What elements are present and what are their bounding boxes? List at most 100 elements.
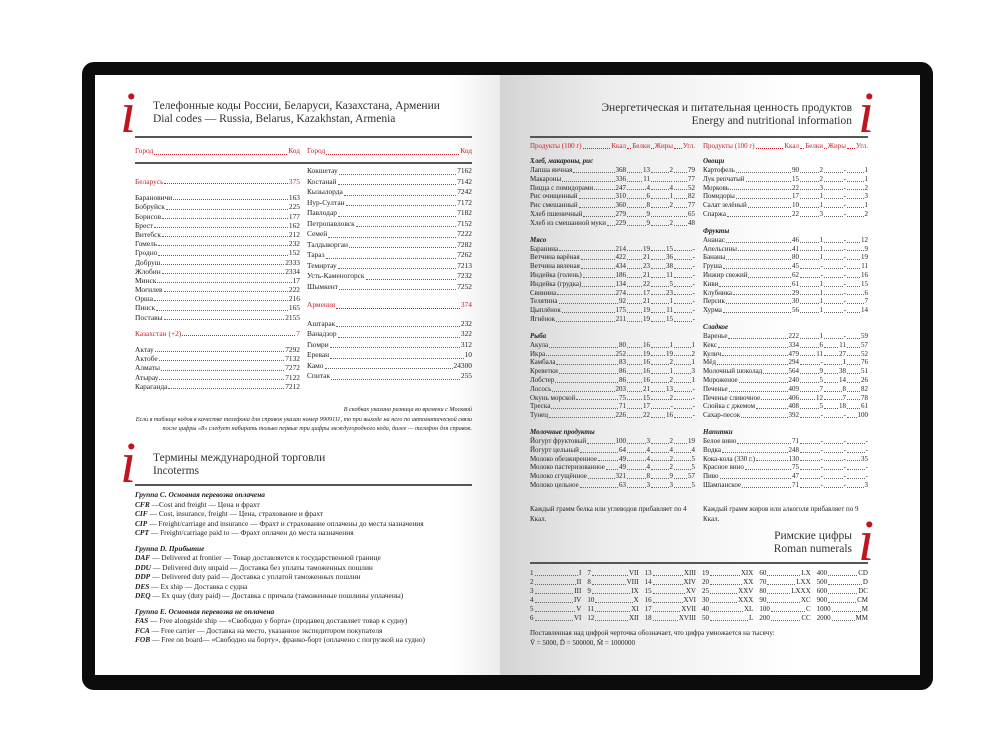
section-title: Молочные продукты (530, 427, 595, 436)
carbs-value: 82 (861, 384, 868, 393)
roman-table: 1 I 2 II 3 III 4 IV 5 V 6 VI 7 VII 8 VIII 9 IX 10 X 11 XI 12 XI… (530, 569, 868, 623)
kcal-value: 203 (615, 384, 627, 393)
fat (650, 215, 673, 219)
dot-leader (579, 451, 618, 453)
fat: 2 (650, 394, 673, 403)
carbs: 9 (846, 245, 868, 254)
dot-leader (627, 215, 646, 217)
dot-leader (627, 303, 642, 305)
carbs: - (673, 280, 695, 289)
food-row: Хлеб из смешанной муки 229 9 2 48 (530, 219, 695, 228)
header-city: Город (135, 146, 154, 155)
incoterm-description: — Freight/carriage paid to — Фрахт оплач… (150, 528, 354, 537)
protein-value: - (820, 358, 823, 367)
city-code: 7262 (457, 250, 472, 259)
fat-value: - (843, 235, 846, 244)
dot-leader (587, 477, 615, 479)
city-row: Кызылорда 7242 (307, 187, 472, 198)
city-code: 322 (460, 329, 472, 338)
food-row: Свинина 274 17 23 - (530, 289, 695, 298)
roman-row: 2000 MM (817, 614, 868, 623)
nutrition-title-en: Energy and nutritional information (691, 115, 852, 127)
food-row: Лапша яичная 368 13 2 79 (530, 166, 695, 175)
protein-value: 13 (643, 166, 650, 174)
protein-value: 19 (643, 244, 650, 253)
arabic-number: 1000 (816, 605, 831, 613)
protein: 8 (626, 472, 650, 481)
food-row: Индейка (грудка) 134 22 5 - (530, 280, 695, 289)
city-name: Ванадзор (307, 329, 337, 338)
kcal-value: 564 (788, 367, 800, 376)
dot-leader (674, 320, 692, 322)
carbs: - (673, 253, 695, 262)
food-name: Креветки (530, 367, 558, 376)
roman-row: 7 VII (587, 569, 638, 578)
carbs-value: 65 (688, 209, 695, 218)
dot-leader (728, 337, 788, 339)
nutrition-note: Каждый грамм жиров или алкоголя прибавля… (703, 504, 859, 523)
dot-leader (627, 311, 642, 313)
carbs-value: 59 (861, 331, 868, 340)
fat: - (823, 437, 846, 446)
city-row: Ванадзор 322 (307, 329, 472, 340)
carbs-value: 79 (688, 166, 695, 174)
food-row: Помидоры 17 1 - 3 (703, 192, 868, 201)
roman-note-values: V̄ = 5000, D̄ = 500000, M̄ = 1000000 (530, 639, 636, 647)
city-name: Костанай (307, 176, 337, 186)
dot-leader (328, 236, 457, 238)
roman-row: 60 LX (759, 569, 810, 578)
roman-number: CM (857, 596, 868, 604)
dot-leader (160, 369, 285, 371)
dot-leader (800, 206, 819, 208)
dot-leader (744, 469, 791, 471)
header-code: Код (460, 146, 472, 155)
fat: 11 (650, 306, 673, 315)
dot-leader (767, 584, 796, 585)
fat-value: - (843, 411, 846, 420)
header-carbs: Угл. (673, 142, 695, 151)
dot-leader (741, 416, 788, 418)
city-row: Павлодар 7182 (307, 208, 472, 219)
food-name: Шампанское (703, 480, 742, 489)
food-row: Водка 248 - - - (703, 446, 868, 455)
arabic-number: 7 (587, 569, 591, 577)
protein-value: 6 (646, 192, 651, 201)
dot-leader (725, 241, 791, 243)
fat: 5 (650, 280, 673, 289)
dot-leader (627, 416, 642, 418)
city-code: 17 (292, 275, 300, 285)
food-name: Молоко сгущённое (530, 472, 587, 481)
arabic-number: 17 (644, 605, 652, 613)
dot-leader (627, 460, 646, 462)
arabic-number: 25 (701, 587, 709, 595)
city-name: Могилев (135, 285, 163, 295)
dot-leader (847, 408, 860, 410)
fat-value: 11 (839, 340, 846, 349)
kcal-value: 294 (788, 358, 800, 367)
dot-leader (674, 267, 692, 269)
fat: 3 (650, 481, 673, 490)
arabic-number: 1 (530, 569, 534, 577)
dot-leader (770, 620, 801, 621)
city-row: Тараз 7262 (307, 250, 472, 261)
fat: 2 (650, 455, 673, 464)
carbs: 61 (846, 402, 868, 411)
carbs: 3 (846, 481, 868, 490)
protein: 1 (799, 245, 823, 254)
carbs: - (673, 245, 695, 254)
dot-leader (338, 173, 457, 175)
dot-leader (627, 355, 642, 357)
dot-leader (674, 451, 691, 453)
food-row: Рис очищенный 310 6 1 82 (530, 192, 695, 201)
incoterms-title-ru: Термины международной торговли (153, 452, 326, 464)
dot-leader (824, 294, 843, 296)
kcal-value: 247 (615, 183, 627, 192)
dot-leader (651, 346, 669, 348)
city-name: Атырау (135, 372, 159, 382)
fat: 14 (823, 376, 846, 385)
fat-value: 4 (669, 183, 674, 192)
incoterm-item: FAS — Free alongside ship — «Свободно у … (135, 616, 485, 626)
city-code: 232 (288, 239, 300, 249)
dot-leader (534, 602, 573, 603)
protein: 21 (626, 271, 650, 280)
